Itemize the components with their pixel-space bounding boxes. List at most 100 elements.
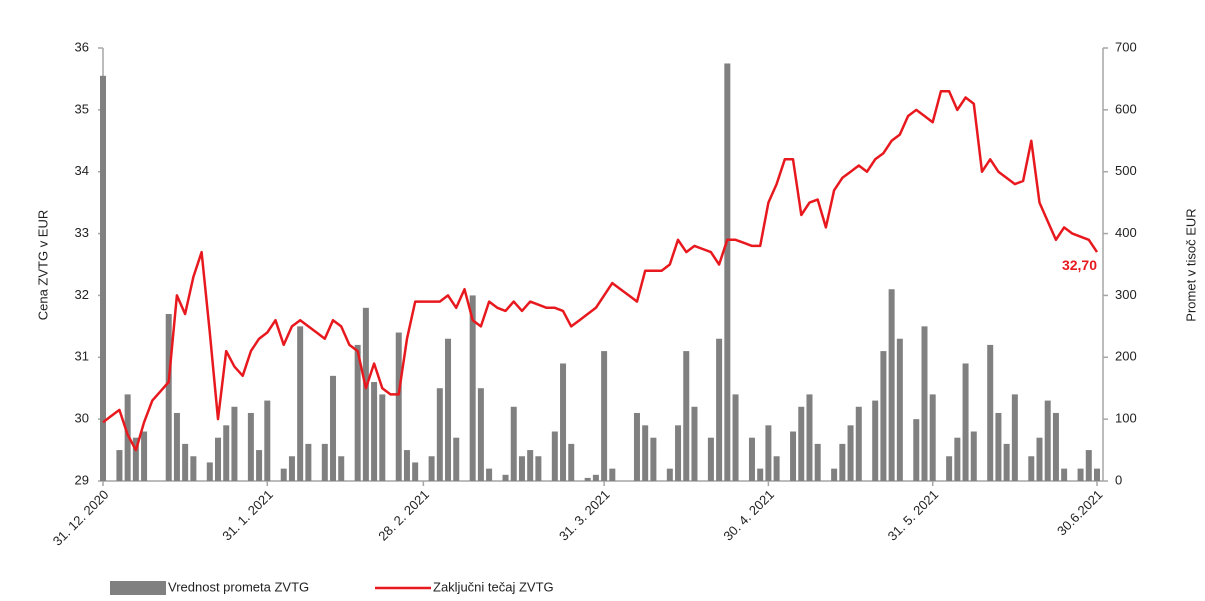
y-tick-label: 31 <box>75 349 89 364</box>
x-tick-label: 28. 2. 2021 <box>375 487 432 544</box>
y-tick-label: 36 <box>75 39 89 54</box>
bar <box>280 468 287 481</box>
bar <box>880 351 887 481</box>
bar <box>231 406 238 481</box>
legend-swatch <box>110 581 166 595</box>
bar <box>190 456 197 481</box>
bar <box>970 431 977 481</box>
bar <box>633 412 640 481</box>
bar <box>445 338 452 481</box>
bar <box>675 425 682 481</box>
bar <box>962 363 969 481</box>
bar <box>642 425 649 481</box>
bar <box>132 437 139 481</box>
bar <box>502 474 509 481</box>
y2-tick-label: 100 <box>1115 411 1137 426</box>
bar <box>379 394 386 481</box>
bar <box>609 468 616 481</box>
bar <box>987 344 994 481</box>
bar <box>790 431 797 481</box>
bar <box>855 406 862 481</box>
bar <box>584 477 591 481</box>
x-tick-label: 31. 12. 2020 <box>50 487 112 549</box>
bar <box>1052 412 1059 481</box>
bar <box>765 425 772 481</box>
bar <box>650 437 657 481</box>
bar <box>560 363 567 481</box>
bar <box>568 443 575 481</box>
bar <box>354 344 361 481</box>
bar <box>297 326 304 481</box>
bar <box>954 437 961 481</box>
y-tick-label: 34 <box>75 163 89 178</box>
bar <box>436 388 443 481</box>
x-tick-label: 30.6.2021 <box>1054 487 1106 539</box>
bar <box>330 375 337 481</box>
bar <box>732 394 739 481</box>
bar <box>206 462 213 481</box>
bar <box>321 443 328 481</box>
line <box>102 90 1099 452</box>
bar <box>716 338 723 481</box>
bar <box>1011 394 1018 481</box>
bar <box>362 307 369 481</box>
x-tick-label: 31. 5. 2021 <box>885 487 942 544</box>
y2-tick-label: 700 <box>1115 39 1137 54</box>
y2-tick-label: 200 <box>1115 349 1137 364</box>
y2-tick-label: 600 <box>1115 101 1137 116</box>
bar <box>1028 456 1035 481</box>
legend-label: Zaključni tečaj ZVTG <box>433 579 554 594</box>
bar <box>518 456 525 481</box>
bar <box>535 456 542 481</box>
bar <box>477 388 484 481</box>
bar <box>814 443 821 481</box>
bar <box>757 468 764 481</box>
bar <box>124 394 131 481</box>
y-tick-label: 35 <box>75 101 89 116</box>
bar <box>100 75 106 481</box>
legend-label: Vrednost prometa ZVTG <box>168 579 309 594</box>
bar <box>371 382 378 481</box>
bar <box>412 462 419 481</box>
bar <box>264 400 271 481</box>
bar <box>1094 468 1100 481</box>
bar <box>338 456 345 481</box>
bar <box>592 474 599 481</box>
y2-tick-label: 0 <box>1115 472 1122 487</box>
bar <box>173 412 180 481</box>
bar <box>691 406 698 481</box>
bar <box>182 443 189 481</box>
y-axis-title: Cena ZVTG v EUR <box>35 210 50 321</box>
bar <box>847 425 854 481</box>
y-tick-label: 30 <box>75 411 89 426</box>
bar <box>453 437 460 481</box>
bar <box>995 412 1002 481</box>
bar <box>683 351 690 481</box>
bar <box>305 443 312 481</box>
bar <box>403 450 410 481</box>
bar <box>247 412 254 481</box>
bar <box>223 425 230 481</box>
bar <box>831 468 838 481</box>
bar <box>395 332 402 481</box>
bar <box>929 394 936 481</box>
annotation: 32,70 <box>1062 257 1097 273</box>
bar <box>1003 443 1010 481</box>
bar <box>510 406 517 481</box>
bar <box>748 437 755 481</box>
bar <box>527 450 534 481</box>
bar <box>1044 400 1051 481</box>
y2-tick-label: 500 <box>1115 163 1137 178</box>
bar <box>946 456 953 481</box>
bar <box>469 295 476 481</box>
bar <box>141 431 148 481</box>
bar <box>896 338 903 481</box>
bar <box>921 326 928 481</box>
x-tick-label: 31. 1. 2021 <box>219 487 276 544</box>
bar <box>288 456 295 481</box>
bar <box>1061 468 1068 481</box>
bar <box>256 450 263 481</box>
x-tick-label: 30. 4. 2021 <box>720 487 777 544</box>
bar <box>839 443 846 481</box>
y2-tick-label: 300 <box>1115 287 1137 302</box>
